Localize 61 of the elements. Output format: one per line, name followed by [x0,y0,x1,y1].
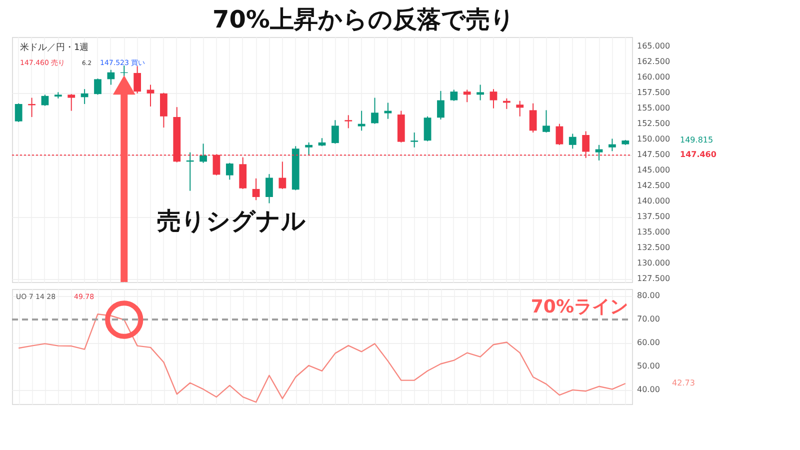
y-tick-label: 132.500 [637,242,670,252]
text: 149.815 [680,135,714,144]
candlestick [463,89,471,103]
candlestick [450,89,458,102]
y-tick-label: 152.500 [637,118,670,128]
candlestick [134,66,142,94]
y-tick-label: 50.00 [637,361,660,370]
ref-line-label: 147.460 [680,150,717,160]
y-tick-label: 155.000 [637,103,670,112]
candlestick [476,84,484,101]
candlestick [410,132,418,148]
y-tick-label: 60.00 [637,338,660,347]
candlestick [556,123,564,146]
candlestick [68,94,76,112]
y-tick-label: 140.000 [637,196,670,206]
y-tick-label: 157.500 [637,88,670,97]
candlestick [226,162,234,180]
candlestick [542,110,550,134]
candlestick [160,92,168,128]
annotation: 米ドル／円・1週 [20,42,89,53]
y-tick-label: 127.500 [637,274,670,283]
candlestick [516,100,524,117]
candlestick [252,178,260,201]
candlestick [595,144,603,161]
candlestick [332,120,339,144]
candlestick [200,143,207,164]
text: 42.73 [672,378,695,388]
y-tick-label: 162.500 [637,56,670,66]
candlestick [358,110,366,132]
ref-line-label: 70%ライン [530,296,628,318]
candlestick [146,84,154,107]
y-tick-label: 80.00 [637,291,660,300]
y-tick-label: 150.000 [637,134,670,144]
candlestick [107,69,115,86]
y-tick-label: 165.000 [637,41,670,50]
candlestick [266,174,273,204]
y-tick-label: 137.500 [637,212,670,221]
candlestick [437,90,444,120]
candlestick [41,94,49,106]
y-tick-label: 147.500 [637,150,670,159]
y-tick-label: 160.000 [637,72,670,82]
candlestick [608,138,616,152]
candlestick [94,78,102,96]
y-tick-label: 70.00 [637,314,660,324]
y-tick-label: 142.500 [637,180,670,190]
candlestick [529,102,537,134]
candlestick [424,116,432,142]
candlestick [568,133,576,150]
candlestick [371,97,378,124]
chart-title: 70%上昇からの反落で売り [212,6,515,34]
y-tick-label: 145.000 [637,165,670,174]
y-tick-label: 135.000 [637,227,670,236]
candlestick [305,142,312,156]
y-tick-label: 130.000 [637,258,670,268]
candlestick [344,114,352,129]
y-tick-label: 40.00 [637,384,660,394]
candlestick [384,102,392,120]
annotation: 売りシグナル [157,207,306,235]
candlestick [14,102,22,122]
candlestick [490,88,498,109]
candlestick [278,161,286,190]
